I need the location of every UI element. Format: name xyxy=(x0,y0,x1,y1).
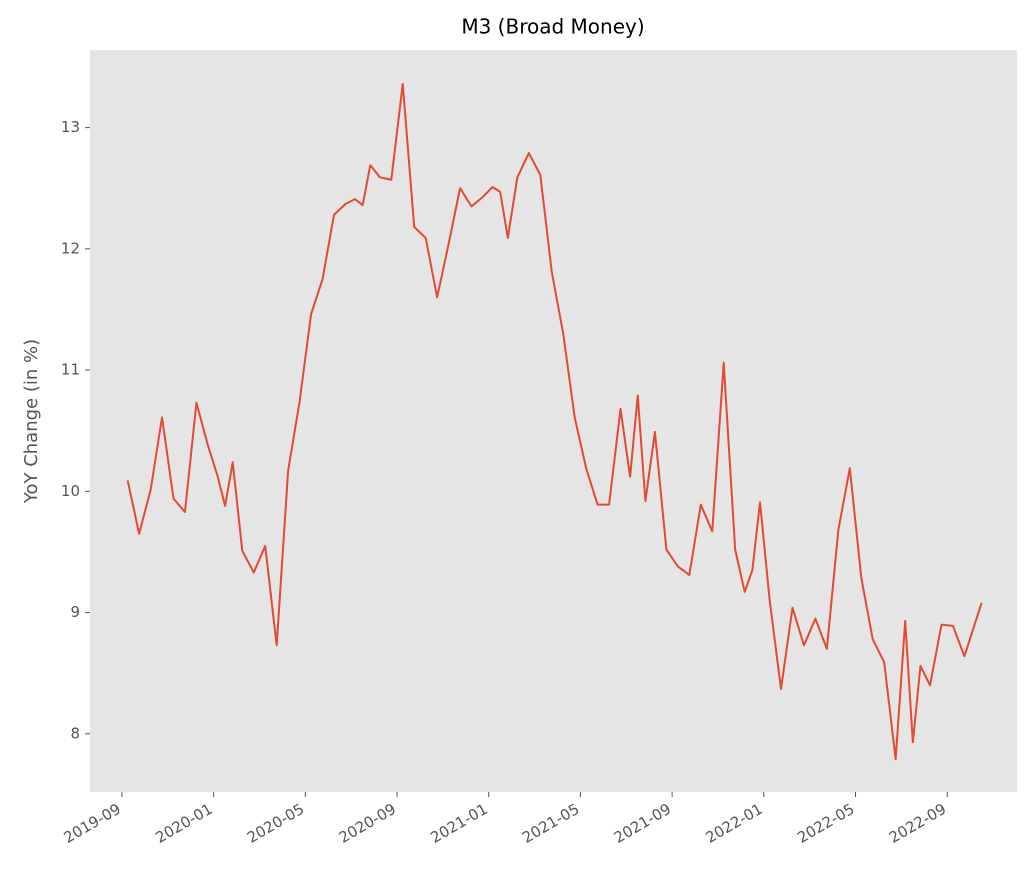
y-tick-label: 10 xyxy=(61,482,80,500)
data-line xyxy=(126,82,983,761)
y-tick-label: 13 xyxy=(61,118,80,136)
x-tick-label: 2021-05 xyxy=(519,800,582,847)
y-tick-label: 11 xyxy=(61,361,80,379)
x-tick-label: 2020-05 xyxy=(244,800,307,847)
y-tick-label: 9 xyxy=(70,603,80,621)
y-axis-label: YoY Change (in %) xyxy=(21,339,42,504)
x-tick-label: 2021-01 xyxy=(427,800,490,847)
y-tick-label: 12 xyxy=(61,239,80,257)
x-tick-label: 2022-01 xyxy=(703,800,766,847)
x-tick-label: 2020-09 xyxy=(336,800,399,847)
chart-title: M3 (Broad Money) xyxy=(461,15,644,39)
x-tick-label: 2022-05 xyxy=(794,800,857,847)
y-tick-label: 8 xyxy=(70,724,80,742)
x-tick-label: 2021-09 xyxy=(611,800,674,847)
x-tick-label: 2020-01 xyxy=(152,800,215,847)
plot-background xyxy=(90,50,1017,792)
x-tick-label: 2022-09 xyxy=(886,800,949,847)
x-tick-label: 2019-09 xyxy=(61,800,124,847)
